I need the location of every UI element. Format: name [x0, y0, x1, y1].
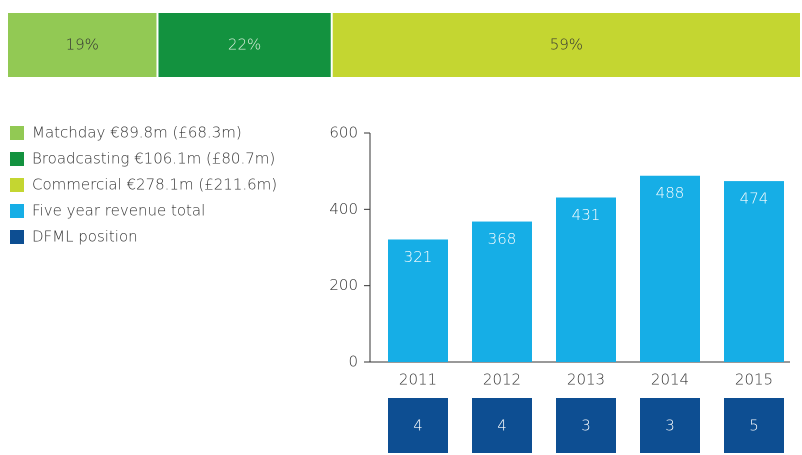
- position-label: 4: [413, 417, 423, 435]
- segment: [158, 13, 331, 77]
- bar: [640, 175, 700, 362]
- bar: [556, 197, 616, 362]
- segment-label: 59%: [550, 36, 583, 54]
- segment-label: 19%: [66, 36, 99, 54]
- bar-value-label: 474: [740, 190, 769, 208]
- bar-value-label: 368: [488, 230, 517, 248]
- bar: [724, 181, 784, 362]
- legend-swatch: [10, 126, 24, 140]
- x-tick-label: 2015: [735, 371, 773, 389]
- bar: [472, 221, 532, 362]
- y-tick-label: 0: [348, 353, 358, 371]
- segment-label: 22%: [228, 36, 261, 54]
- legend-label: Commercial €278.1m (£211.6m): [32, 176, 277, 194]
- y-tick-label: 600: [329, 124, 358, 142]
- segment: [332, 13, 800, 77]
- legend-label: Broadcasting €106.1m (£80.7m): [32, 150, 275, 168]
- legend-label: Five year revenue total: [32, 202, 205, 220]
- bar-value-label: 321: [404, 248, 433, 266]
- position-box: [640, 398, 700, 453]
- position-label: 4: [497, 417, 507, 435]
- legend-swatch: [10, 178, 24, 192]
- segment: [8, 13, 157, 77]
- x-tick-label: 2013: [567, 371, 605, 389]
- bar-value-label: 431: [572, 206, 601, 224]
- position-label: 5: [749, 417, 759, 435]
- legend-swatch: [10, 152, 24, 166]
- position-box: [472, 398, 532, 453]
- x-tick-label: 2011: [399, 371, 437, 389]
- x-tick-label: 2014: [651, 371, 689, 389]
- position-label: 3: [581, 417, 591, 435]
- bar: [388, 239, 448, 362]
- position-label: 3: [665, 417, 675, 435]
- legend-swatch: [10, 204, 24, 218]
- legend-label: Matchday €89.8m (£68.3m): [32, 124, 242, 142]
- y-tick-label: 200: [329, 276, 358, 294]
- position-box: [724, 398, 784, 453]
- x-tick-label: 2012: [483, 371, 521, 389]
- position-box: [388, 398, 448, 453]
- bar-value-label: 488: [656, 184, 685, 202]
- y-tick-label: 400: [329, 200, 358, 218]
- legend-label: DFML position: [32, 228, 138, 246]
- position-box: [556, 398, 616, 453]
- legend-swatch: [10, 230, 24, 244]
